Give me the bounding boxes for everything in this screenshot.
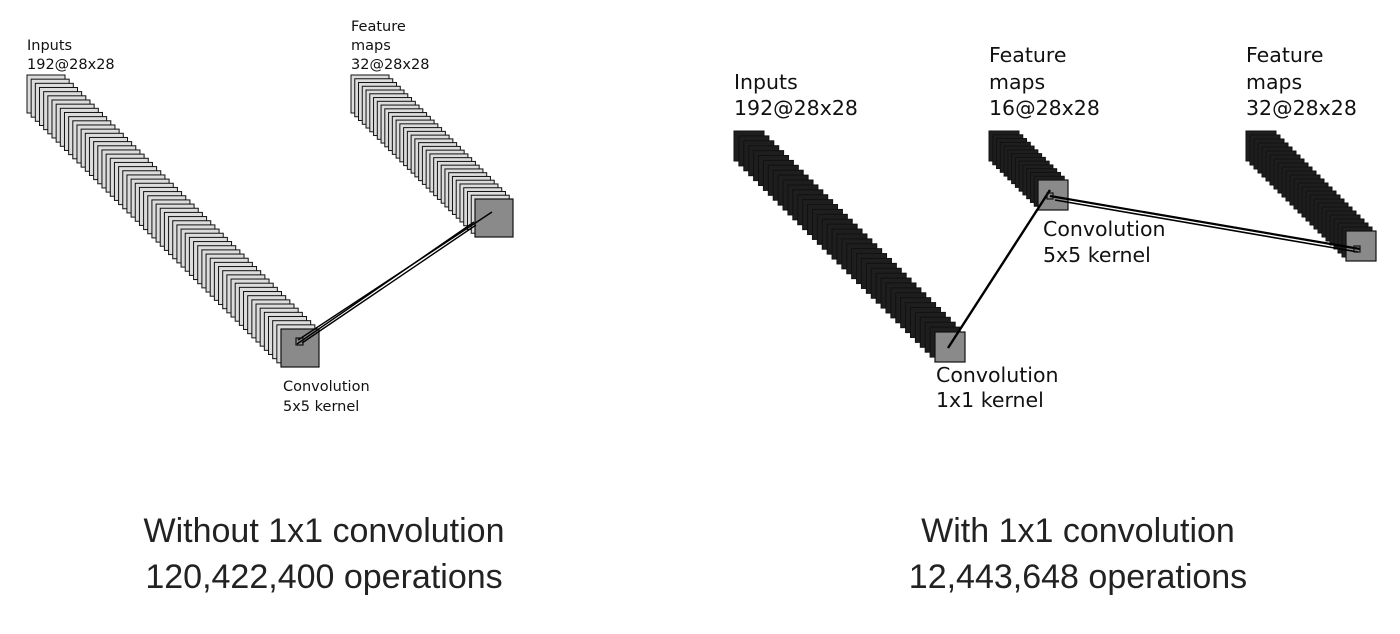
- layer-sheet-front: [1345, 230, 1377, 262]
- kernel-size-label: 5x5 kernel: [283, 399, 359, 415]
- caption-title: Without 1x1 convolution: [144, 512, 505, 550]
- kernel-marker: [295, 337, 304, 346]
- caption-operations: 12,443,648 operations: [909, 558, 1247, 596]
- kernel-marker: [1046, 192, 1054, 200]
- feature-maps-16-label-line2: maps: [989, 70, 1045, 94]
- feature-maps-32-label-line2: maps: [1246, 70, 1302, 94]
- feature-maps-label-line1: Feature: [351, 19, 406, 35]
- caption-operations: 120,422,400 operations: [145, 558, 502, 596]
- input-layer-stack: [26, 74, 320, 368]
- conv-5x5-kernel-label: 5x5 kernel: [1043, 243, 1151, 267]
- connection-line: [301, 224, 477, 344]
- conv-5x5-connection: [1054, 199, 1359, 253]
- convolution-label: Convolution: [283, 379, 370, 395]
- convolution-connection: [295, 211, 493, 346]
- feature-maps-label-line2: maps: [351, 38, 391, 54]
- inputs-label: Inputs: [734, 70, 798, 94]
- convolution-connections: [946, 189, 1361, 349]
- conv-5x5-connection: [1049, 194, 1361, 251]
- panel-with-1x1: Inputs 192@28x28 Feature maps 16@28x28 F…: [733, 43, 1377, 596]
- conv-5x5-label: Convolution: [1043, 217, 1165, 241]
- panel-without-1x1: Inputs 192@28x28 Feature maps 32@28x28 C…: [26, 19, 514, 596]
- conv-1x1-label: Convolution: [936, 363, 1058, 387]
- inputs-shape-label: 192@28x28: [734, 96, 858, 120]
- connection-line: [297, 211, 493, 341]
- feature-maps-32-stack: [1245, 130, 1377, 262]
- layer-sheet-front: [474, 198, 514, 238]
- inputs-shape-label: 192@28x28: [27, 57, 115, 73]
- feature-maps-16-stack: [988, 130, 1069, 211]
- kernel-marker: [1353, 245, 1361, 253]
- input-layer-stack: [733, 130, 966, 363]
- feature-maps-stack: [350, 74, 514, 238]
- feature-maps-32-shape-label: 32@28x28: [1246, 96, 1357, 120]
- conv-1x1-connection: [946, 189, 1052, 349]
- caption-title: With 1x1 convolution: [921, 512, 1235, 550]
- feature-maps-32-label-line1: Feature: [1246, 43, 1323, 67]
- feature-maps-16-label-line1: Feature: [989, 43, 1066, 67]
- conv-1x1-kernel-label: 1x1 kernel: [936, 388, 1044, 412]
- feature-maps-shape-label: 32@28x28: [351, 57, 429, 73]
- feature-maps-16-shape-label: 16@28x28: [989, 96, 1100, 120]
- inputs-label: Inputs: [27, 38, 72, 54]
